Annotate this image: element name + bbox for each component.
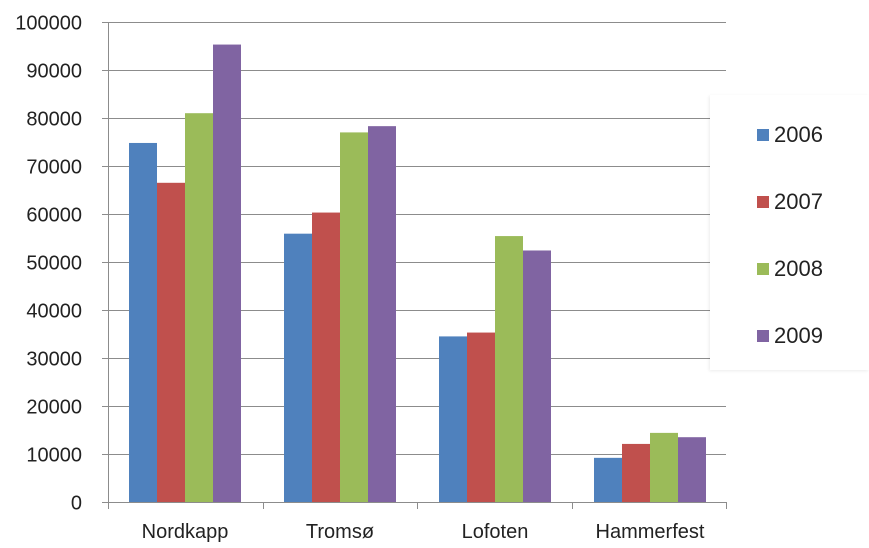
y-tick-label-8: 80000 [26,109,82,131]
legend-item-1: 2007 [757,189,823,215]
legend: 2006 2007 2008 2009 [710,95,869,370]
legend-swatch-1 [757,196,769,208]
y-tick-label-4: 40000 [26,301,82,323]
bar-2008-Hammerfest [650,432,678,502]
y-tick-labels: 0 10000 20000 30000 40000 50000 60000 70000 8000… [15,13,82,515]
bar-2007-Nordkapp [157,182,185,503]
legend-label-2: 2008 [774,256,823,281]
legend-label-1: 2007 [774,189,823,214]
x-category-labels: Nordkapp Tromsø Lofoten Hammerfest [142,521,705,543]
legend-item-0: 2006 [757,122,823,148]
bars [129,44,706,503]
bar-2009-Hammerfest [678,437,706,502]
bar-2007-Lofoten [467,332,495,502]
bar-2006-Tromsø [284,233,312,502]
legend-label-3: 2009 [774,323,823,348]
x-category-label-3: Hammerfest [596,521,705,543]
x-category-label-0: Nordkapp [142,521,229,543]
legend-swatch-0 [757,129,769,141]
bar-2008-Nordkapp [185,113,213,502]
axes [102,22,727,509]
bar-2008-Lofoten [495,236,523,502]
y-tick-label-9: 90000 [26,61,82,83]
legend-swatch-2 [757,263,769,275]
y-tick-label-0: 0 [71,493,82,515]
bar-2006-Lofoten [439,336,467,502]
bar-2009-Nordkapp [213,44,241,503]
legend-item-2: 2008 [757,256,823,282]
legend-item-3: 2009 [757,323,823,349]
bar-2007-Tromsø [312,212,340,502]
bar-2008-Tromsø [340,132,368,502]
y-tick-label-5: 50000 [26,253,82,275]
bar-2006-Hammerfest [594,457,622,502]
bar-2009-Lofoten [523,250,551,502]
x-category-label-1: Tromsø [306,521,374,543]
bar-2007-Hammerfest [622,443,650,502]
legend-swatch-3 [757,330,769,342]
y-tick-label-2: 20000 [26,397,82,419]
x-category-label-2: Lofoten [462,521,529,543]
y-tick-label-6: 60000 [26,205,82,227]
bar-2009-Tromsø [368,126,396,502]
bar-2006-Nordkapp [129,142,157,502]
y-tick-label-7: 70000 [26,157,82,179]
y-tick-label-3: 30000 [26,349,82,371]
legend-label-0: 2006 [774,122,823,147]
y-tick-label-1: 10000 [26,445,82,467]
y-tick-label-10: 100000 [15,13,82,35]
